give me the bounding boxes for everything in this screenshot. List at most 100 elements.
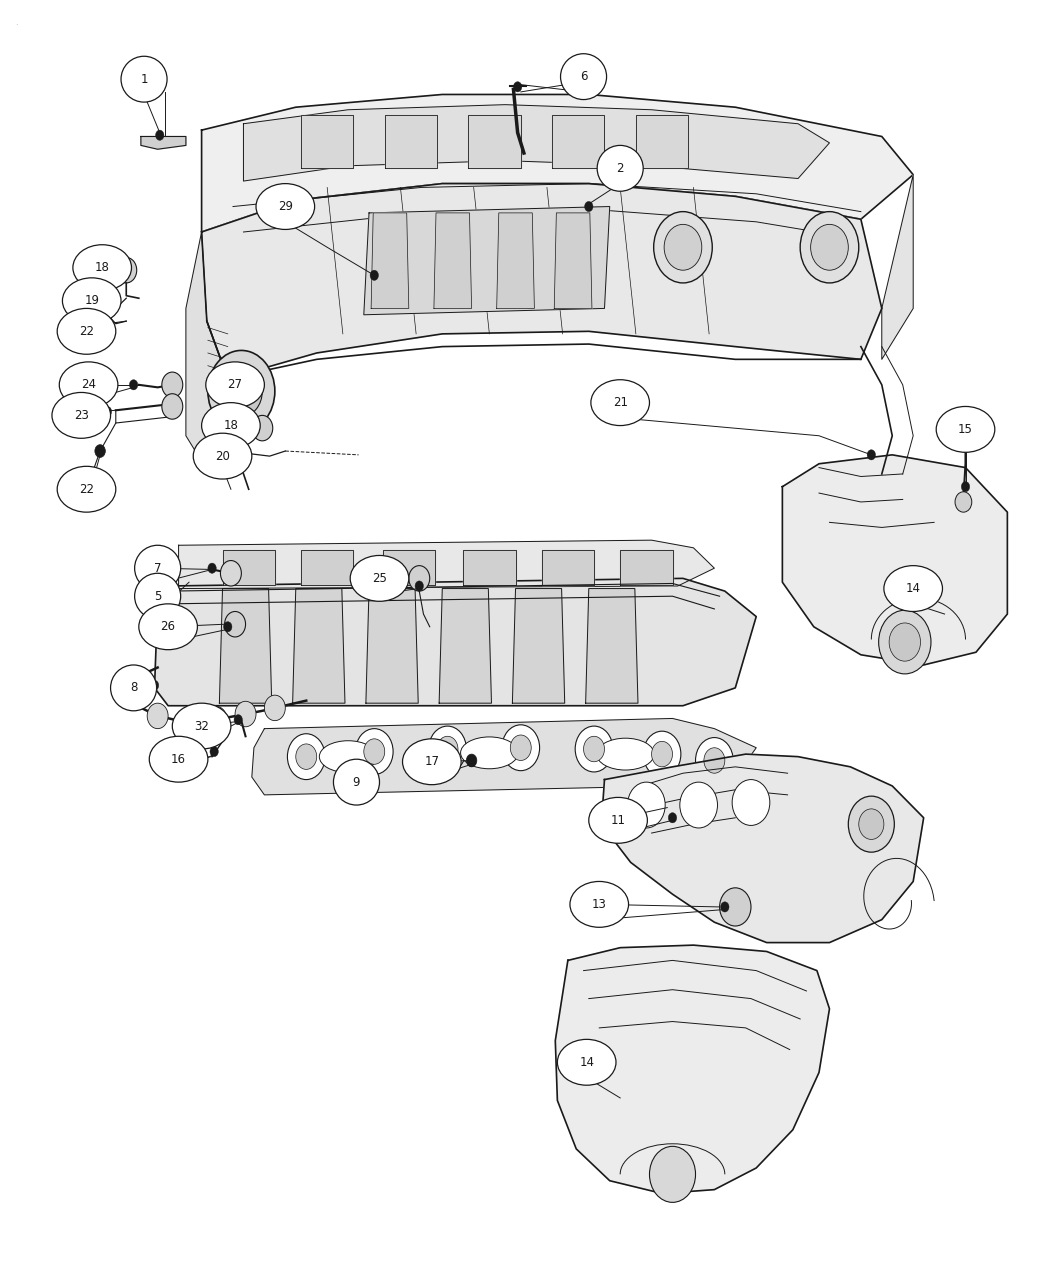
Circle shape [867, 450, 875, 460]
Ellipse shape [596, 738, 654, 770]
Polygon shape [635, 115, 688, 169]
Text: 18: 18 [95, 261, 109, 274]
Polygon shape [468, 115, 521, 169]
Circle shape [704, 748, 725, 774]
Text: 7: 7 [154, 561, 161, 574]
Ellipse shape [591, 380, 649, 426]
Ellipse shape [598, 146, 643, 192]
Circle shape [801, 211, 858, 283]
Circle shape [129, 380, 138, 390]
Text: 32: 32 [195, 720, 209, 733]
Text: 14: 14 [906, 582, 920, 595]
Text: 9: 9 [352, 775, 360, 789]
Circle shape [584, 737, 605, 762]
Polygon shape [223, 550, 275, 585]
Text: 11: 11 [610, 813, 626, 826]
Ellipse shape [73, 244, 132, 290]
Polygon shape [439, 588, 491, 703]
Circle shape [721, 902, 729, 912]
Ellipse shape [135, 545, 181, 591]
Circle shape [467, 757, 476, 767]
Circle shape [878, 610, 931, 674]
Polygon shape [202, 184, 882, 379]
Text: 25: 25 [372, 572, 387, 585]
Text: 20: 20 [215, 450, 230, 463]
Polygon shape [220, 588, 271, 703]
Circle shape [651, 742, 672, 767]
Circle shape [356, 729, 393, 775]
Ellipse shape [461, 737, 519, 769]
Polygon shape [555, 945, 829, 1193]
Polygon shape [385, 115, 437, 169]
Circle shape [264, 696, 285, 720]
Ellipse shape [202, 403, 260, 449]
Polygon shape [554, 212, 592, 308]
Ellipse shape [350, 555, 409, 601]
Circle shape [109, 301, 118, 311]
Text: 5: 5 [154, 590, 161, 602]
Circle shape [221, 560, 241, 586]
Ellipse shape [320, 741, 377, 773]
Polygon shape [186, 231, 228, 462]
Text: .: . [16, 18, 18, 27]
Ellipse shape [589, 797, 647, 843]
Circle shape [367, 770, 376, 780]
Circle shape [466, 755, 477, 767]
Circle shape [287, 734, 325, 780]
Polygon shape [433, 212, 471, 308]
Circle shape [627, 783, 665, 828]
Circle shape [585, 201, 593, 211]
Circle shape [103, 316, 112, 326]
Circle shape [811, 224, 848, 270]
Circle shape [409, 565, 429, 591]
Circle shape [224, 622, 231, 632]
Ellipse shape [173, 703, 230, 749]
Circle shape [249, 421, 258, 431]
Circle shape [858, 808, 884, 839]
Circle shape [208, 350, 275, 432]
Circle shape [416, 581, 424, 591]
Ellipse shape [135, 573, 181, 619]
Circle shape [437, 737, 458, 762]
Polygon shape [882, 175, 913, 359]
Circle shape [221, 366, 262, 417]
Ellipse shape [561, 54, 607, 100]
Circle shape [664, 224, 702, 270]
Circle shape [235, 701, 256, 726]
Polygon shape [141, 137, 186, 150]
Circle shape [364, 739, 385, 765]
Circle shape [649, 1146, 695, 1202]
Text: 29: 29 [278, 200, 292, 214]
Circle shape [653, 211, 712, 283]
Text: 21: 21 [612, 396, 628, 409]
Circle shape [103, 407, 112, 417]
Polygon shape [383, 550, 434, 585]
Ellipse shape [149, 737, 208, 783]
Text: 26: 26 [161, 620, 176, 633]
Circle shape [643, 732, 681, 778]
Ellipse shape [59, 362, 118, 408]
Ellipse shape [110, 665, 157, 711]
Circle shape [147, 703, 168, 729]
Circle shape [156, 130, 164, 141]
Ellipse shape [558, 1040, 616, 1085]
Circle shape [116, 257, 137, 283]
Circle shape [162, 394, 183, 420]
Circle shape [95, 445, 105, 458]
Text: 15: 15 [958, 423, 973, 436]
Polygon shape [783, 455, 1008, 665]
Polygon shape [364, 206, 610, 315]
Circle shape [364, 774, 375, 787]
Text: 22: 22 [79, 325, 94, 338]
Text: 8: 8 [129, 682, 137, 694]
Circle shape [102, 379, 113, 391]
Circle shape [296, 744, 317, 770]
Text: 14: 14 [580, 1055, 594, 1069]
Ellipse shape [206, 362, 264, 408]
Polygon shape [542, 550, 594, 585]
Circle shape [720, 888, 751, 926]
Polygon shape [155, 578, 756, 706]
Circle shape [428, 726, 466, 773]
Polygon shape [463, 550, 515, 585]
Polygon shape [179, 540, 714, 588]
